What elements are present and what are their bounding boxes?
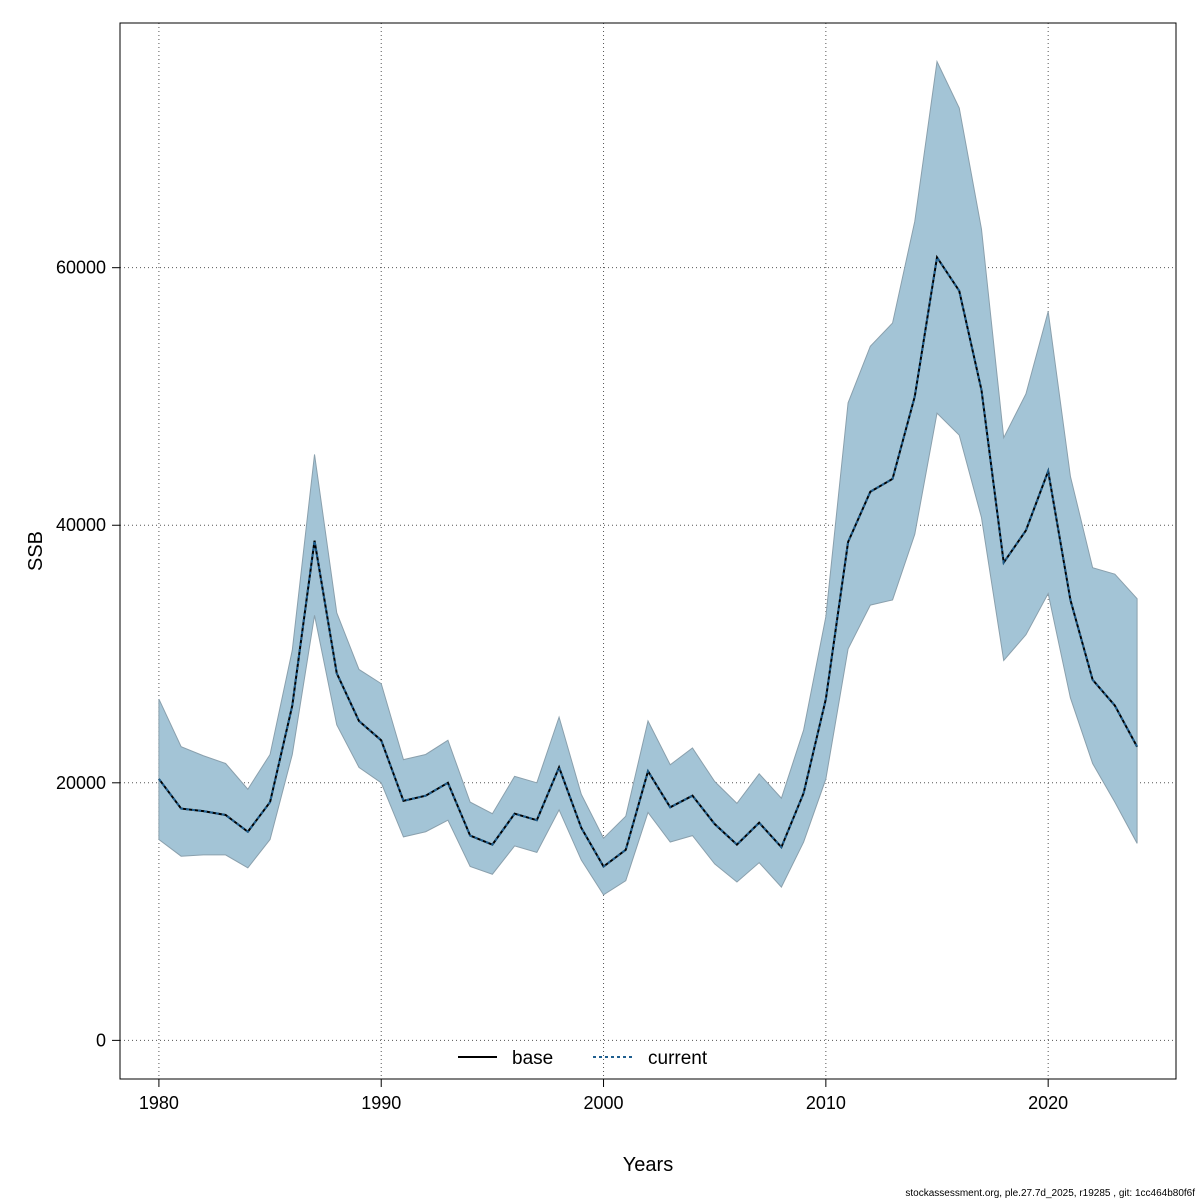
legend-label-current: current — [648, 1048, 708, 1069]
y-tick-label: 40000 — [56, 515, 106, 535]
plot-frame — [119, 22, 1177, 1080]
y-tick-label: 20000 — [56, 773, 106, 793]
y-tick-label: 0 — [96, 1030, 106, 1050]
footer-credit: stockassessment.org, ple.27.7d_2025, r19… — [905, 1188, 1195, 1199]
legend: base current — [458, 1048, 708, 1069]
x-tick-label: 1980 — [139, 1093, 179, 1113]
x-tick-label: 1990 — [361, 1093, 401, 1113]
confidence-band-layer — [158, 59, 1138, 896]
x-axis-title: Years — [623, 1154, 673, 1176]
series-line-current — [158, 254, 1138, 868]
x-tick-label: 2000 — [584, 1093, 624, 1113]
y-tick-label: 60000 — [56, 258, 106, 278]
x-axis: 1980 1990 2000 2010 2020 — [139, 1079, 1068, 1113]
legend-label-base: base — [512, 1048, 553, 1069]
x-tick-label: 2020 — [1028, 1093, 1068, 1113]
confidence-band — [158, 59, 1138, 896]
series-lines-layer — [158, 254, 1138, 868]
x-tick-label: 2010 — [806, 1093, 846, 1113]
y-axis-title: SSB — [25, 531, 47, 571]
y-axis: 0 20000 40000 60000 — [56, 258, 120, 1050]
